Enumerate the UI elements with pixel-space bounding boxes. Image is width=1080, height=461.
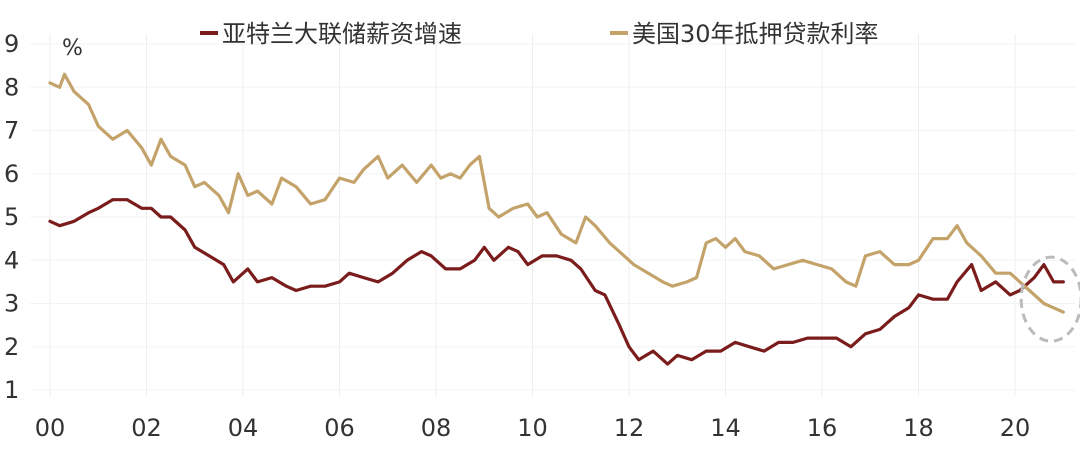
series-lines [48,72,1065,366]
series-line-0 [48,198,1065,366]
annotations [1019,255,1080,343]
x-tick-label-04: 04 [228,414,259,442]
x-tick-label-20: 20 [1000,414,1031,442]
x-tick-label-02: 02 [131,414,162,442]
legend-label-mortgage-rate: 美国30年抵押贷款利率 [632,20,879,48]
y-tick-label-3: 3 [4,290,19,318]
x-tick-label-16: 16 [807,414,838,442]
legend-label-wage-growth: 亚特兰大联储薪资增速 [222,20,462,48]
y-tick-label-8: 8 [4,73,19,101]
y-axis-unit-label: % [62,36,83,61]
series-line-1 [48,72,1065,314]
y-tick-label-7: 7 [4,117,19,145]
x-tick-label-12: 12 [614,414,645,442]
gridlines [30,34,1075,396]
y-tick-label-4: 4 [4,246,19,274]
x-tick-label-10: 10 [517,414,548,442]
y-tick-label-5: 5 [4,203,19,231]
x-tick-label-14: 14 [710,414,741,442]
y-tick-label-1: 1 [4,376,19,404]
y-tick-label-9: 9 [4,30,19,58]
x-tick-label-08: 08 [421,414,452,442]
x-tick-label-18: 18 [903,414,934,442]
y-tick-label-2: 2 [4,333,19,361]
x-tick-label-00: 00 [35,414,66,442]
x-tick-label-06: 06 [324,414,355,442]
highlight-dashed-circle [1019,255,1080,343]
y-tick-label-6: 6 [4,160,19,188]
legend: 亚特兰大联储薪资增速 美国30年抵押贷款利率 [200,20,879,48]
